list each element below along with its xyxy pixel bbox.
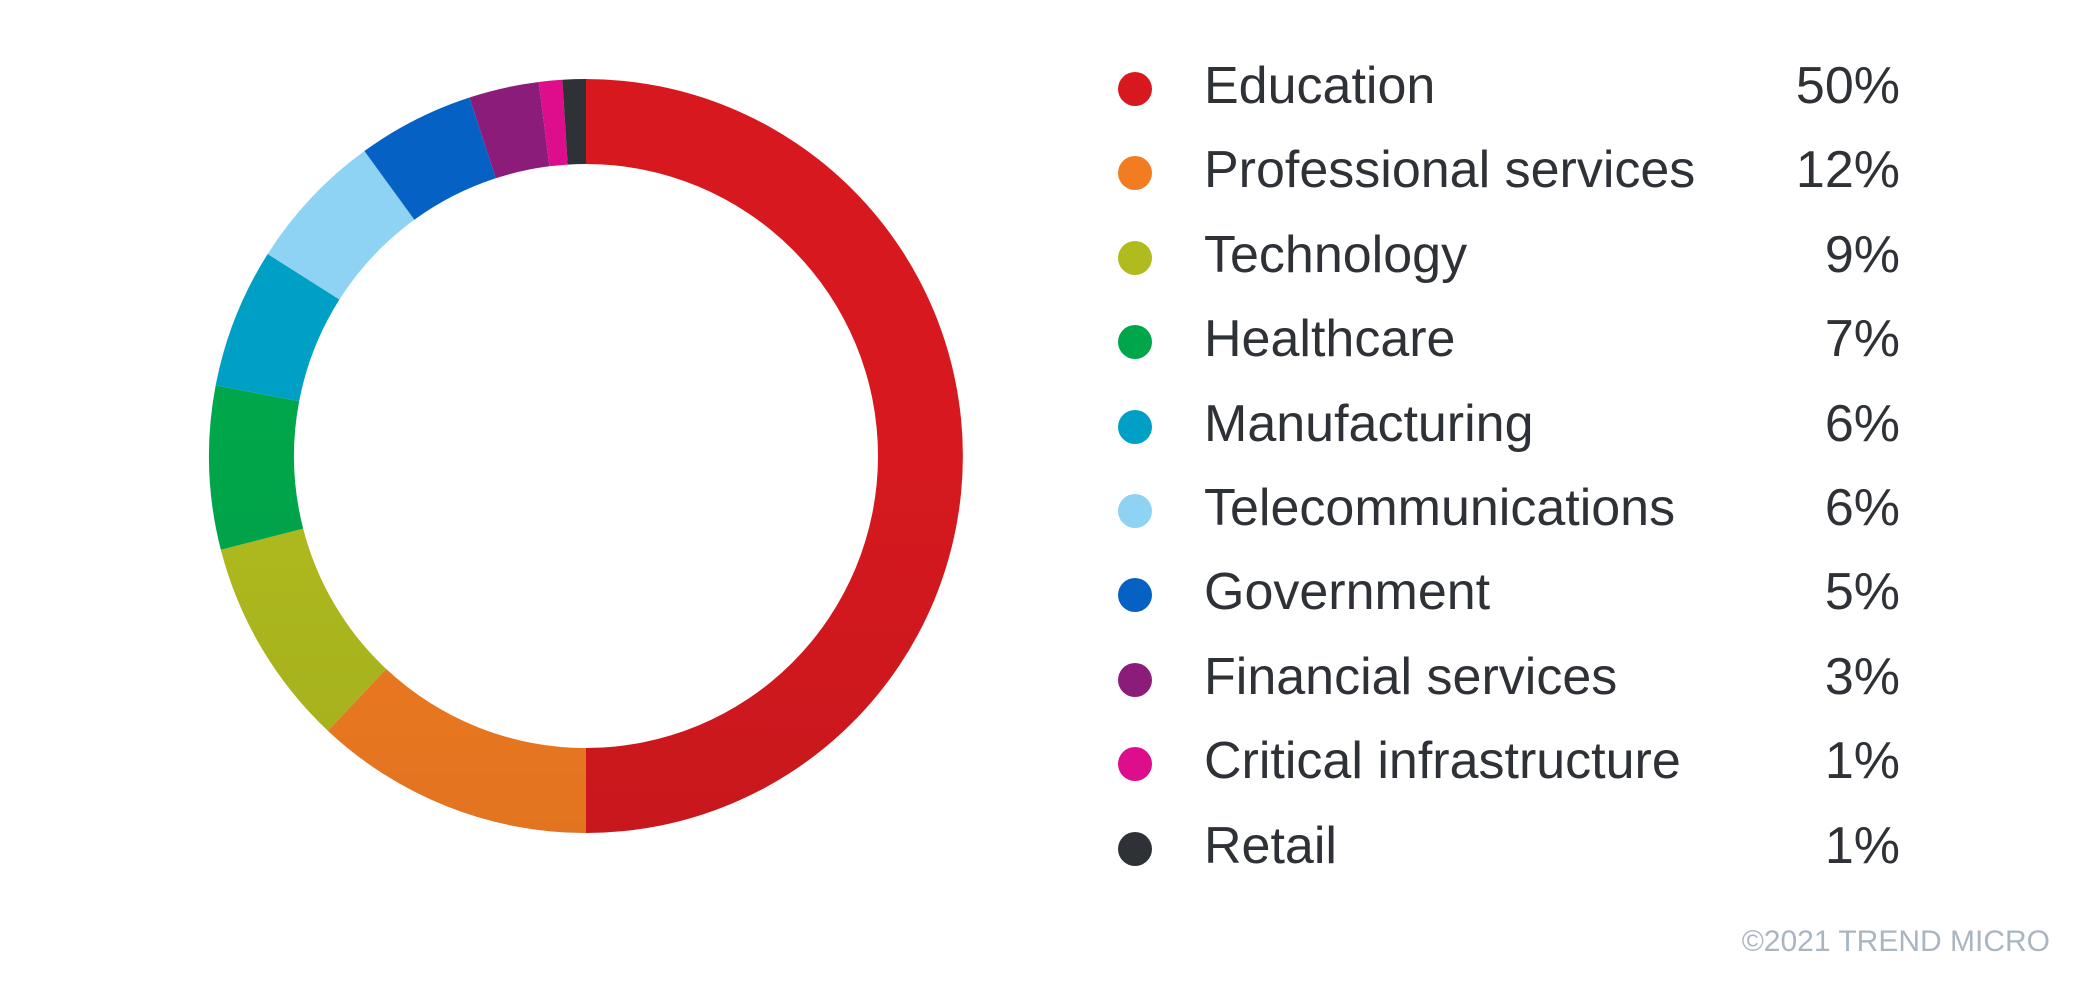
legend-swatch: [1118, 72, 1152, 106]
legend-value: 6%: [1824, 478, 1900, 537]
legend-label: Financial services: [1204, 647, 1618, 706]
donut-inner-shade: [208, 79, 963, 833]
legend-swatch: [1118, 409, 1152, 444]
legend-label: Education: [1204, 57, 1436, 115]
legend-value: 1%: [1824, 732, 1900, 791]
legend-label: Critical infrastructure: [1204, 732, 1681, 791]
legend-label: Professional services: [1204, 141, 1696, 200]
donut-depth-overlay: [208, 79, 963, 833]
legend-item-manufacturing: Manufacturing 6%: [1100, 382, 1900, 466]
legend-swatch: [1118, 325, 1152, 360]
legend-swatch: [1118, 831, 1152, 866]
legend-label: Manufacturing: [1204, 394, 1534, 453]
legend: Education 50% Professional services 12% Tech…: [1100, 44, 1900, 888]
legend-value: 9%: [1824, 225, 1900, 284]
legend-label: Retail: [1204, 816, 1337, 875]
legend-swatch: [1118, 747, 1152, 782]
legend-swatch: [1118, 578, 1152, 613]
legend-item-telecommunications: Telecommunications 6%: [1100, 466, 1900, 550]
legend-item-professional-services: Professional services 12%: [1100, 128, 1900, 212]
legend-label: Healthcare: [1204, 310, 1456, 369]
legend-label: Government: [1204, 563, 1491, 622]
legend-item-critical-infrastructure: Critical infrastructure 1%: [1100, 719, 1900, 803]
legend-value: 50%: [1795, 57, 1900, 115]
legend-item-healthcare: Healthcare 7%: [1100, 297, 1900, 381]
legend-value: 7%: [1824, 310, 1900, 369]
legend-value: 3%: [1824, 647, 1900, 706]
legend-item-retail: Retail 1%: [1100, 804, 1900, 888]
legend-value: 5%: [1824, 563, 1900, 622]
legend-label: Technology: [1204, 225, 1468, 284]
legend-label: Telecommunications: [1204, 478, 1676, 537]
copyright-text: ©2021 TREND MICRO: [1741, 925, 2050, 958]
legend-value: 6%: [1824, 394, 1900, 453]
legend-value: 12%: [1795, 141, 1900, 200]
legend-swatch: [1118, 240, 1152, 275]
legend-swatch: [1118, 662, 1152, 697]
legend-swatch: [1118, 493, 1152, 528]
legend-item-education: Education 50%: [1100, 44, 1900, 128]
legend-item-technology: Technology 9%: [1100, 213, 1900, 297]
legend-value: 1%: [1824, 816, 1900, 875]
legend-item-financial-services: Financial services 3%: [1100, 635, 1900, 719]
legend-swatch: [1118, 156, 1152, 191]
legend-item-government: Government 5%: [1100, 550, 1900, 634]
